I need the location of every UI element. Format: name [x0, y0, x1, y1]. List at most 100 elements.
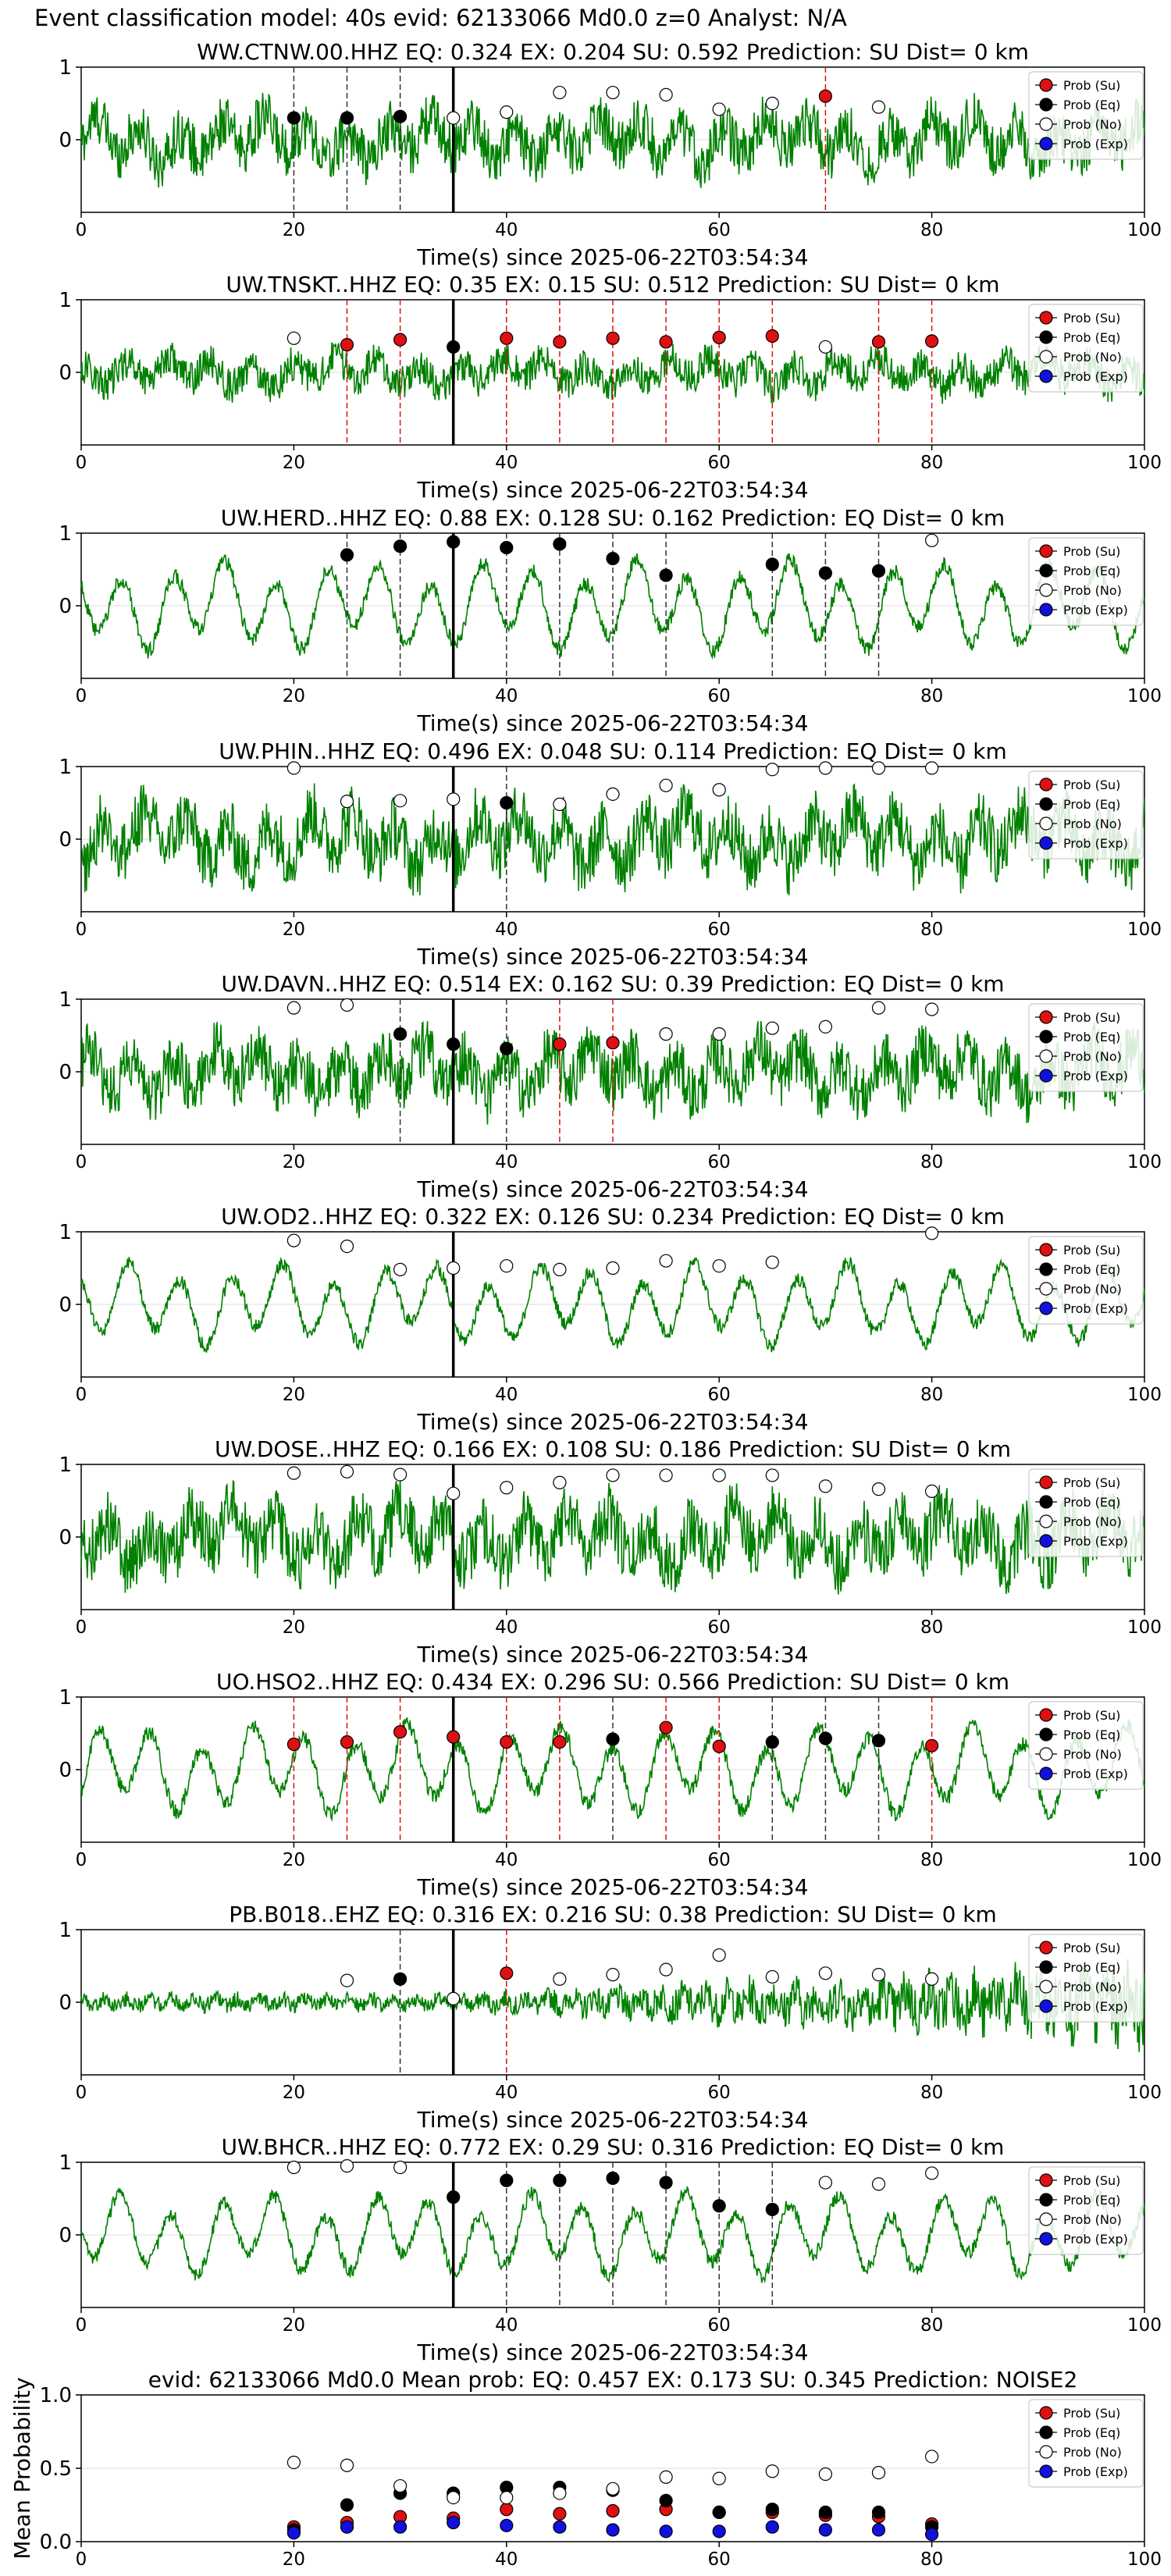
legend-label: Prob (Exp)	[1063, 2464, 1128, 2479]
panel-11-marker-su	[500, 2503, 514, 2517]
panel-4-xtick-label: 80	[920, 920, 943, 940]
panel-1-waveform	[80, 92, 1145, 188]
panel-4-prob-marker-no	[659, 778, 673, 792]
panel-7-xtick-label: 40	[495, 1617, 518, 1638]
panel-11-marker-no	[500, 2491, 514, 2505]
panel-3-title: UW.HERD..HHZ EQ: 0.88 EX: 0.128 SU: 0.16…	[221, 505, 1005, 531]
panel-9-xtick-label: 0	[76, 2083, 87, 2103]
panel-9-prob-marker-no	[447, 1991, 461, 2005]
panel-11-marker-eq	[340, 2498, 354, 2512]
panel-8-prob-marker-su	[447, 1730, 461, 1744]
legend-frame	[1028, 1934, 1144, 2023]
panel-11-xtick-label: 20	[283, 2549, 305, 2570]
panel-11-marker-no	[871, 2466, 886, 2480]
panel-5-prob-marker-no	[765, 1021, 779, 1035]
panel-11-marker-no	[765, 2464, 779, 2478]
panel-6-xtick-label: 0	[76, 1385, 87, 1405]
panel-7-prob-marker-no	[924, 1484, 939, 1499]
legend-label: Prob (No)	[1063, 117, 1122, 132]
panel-8-prob-marker-eq	[818, 1731, 833, 1745]
legend-label: Prob (No)	[1063, 350, 1122, 365]
legend-label: Prob (Exp)	[1063, 2232, 1128, 2247]
panel-5-prob-marker-no	[924, 1002, 939, 1016]
panel-6-xlabel: Time(s) since 2025-06-22T03:54:34	[416, 1409, 808, 1435]
panel-9-xtick-label: 20	[283, 2083, 305, 2103]
panel-5-prob-marker-eq	[393, 1027, 408, 1041]
panel-7-prob-marker-no	[393, 1468, 408, 1482]
panel-4: UW.PHIN..HHZ EQ: 0.496 EX: 0.048 SU: 0.1…	[59, 738, 1162, 970]
legend-label: Prob (Su)	[1063, 1243, 1120, 1258]
panel-5-prob-marker-no	[871, 1001, 886, 1015]
panel-11-marker-no	[553, 2486, 567, 2500]
panel-3-prob-marker-eq	[553, 537, 567, 551]
legend-frame	[1028, 304, 1144, 393]
panel-6-prob-marker-no	[553, 1262, 567, 1276]
panel-10-title: UW.BHCR..HHZ EQ: 0.772 EX: 0.29 SU: 0.31…	[222, 2134, 1005, 2160]
panel-8-ytick-label: 1	[59, 1686, 72, 1710]
panel-2-prob-marker-eq	[447, 340, 461, 354]
panel-2-prob-marker-su	[340, 338, 354, 352]
panel-11-marker-no	[606, 2482, 620, 2496]
panel-2: UW.TNSKT..HHZ EQ: 0.35 EX: 0.15 SU: 0.51…	[59, 272, 1162, 503]
legend-frame	[1028, 71, 1144, 160]
panel-9: PB.B018..EHZ EQ: 0.316 EX: 0.216 SU: 0.3…	[59, 1902, 1162, 2133]
panel-1-title: WW.CTNW.00.HHZ EQ: 0.324 EX: 0.204 SU: 0…	[197, 39, 1029, 65]
panel-4-prob-marker-no	[287, 761, 301, 775]
legend-marker	[1039, 137, 1053, 151]
panel-11-marker-exp	[287, 2526, 301, 2540]
legend-marker	[1039, 2212, 1053, 2226]
legend-label: Prob (Eq)	[1063, 564, 1120, 578]
panel-4-prob-marker-no	[924, 761, 939, 775]
panel-10-prob-marker-no	[818, 2176, 833, 2190]
panel-5-ytick-label: 1	[59, 988, 72, 1012]
panel-7-prob-marker-no	[606, 1468, 620, 1482]
panel-11-marker-exp	[712, 2524, 726, 2539]
panel-1-xtick-label: 40	[495, 220, 518, 240]
panel-8-xtick-label: 80	[920, 1850, 943, 1870]
panel-11-marker-exp	[393, 2520, 408, 2534]
panel-11-marker-exp	[871, 2523, 886, 2537]
legend-label: Prob (Eq)	[1063, 1495, 1120, 1510]
panel-9-prob-marker-no	[340, 1973, 354, 1987]
panel-8-prob-marker-su	[924, 1738, 939, 1752]
panel-5-xlabel: Time(s) since 2025-06-22T03:54:34	[416, 1176, 808, 1202]
panel-2-title: UW.TNSKT..HHZ EQ: 0.35 EX: 0.15 SU: 0.51…	[226, 272, 999, 297]
panel-4-prob-marker-no	[818, 761, 833, 775]
panel-8-prob-marker-su	[500, 1735, 514, 1749]
panel-9-xlabel: Time(s) since 2025-06-22T03:54:34	[416, 2107, 808, 2133]
legend-label: Prob (Exp)	[1063, 1301, 1128, 1316]
legend-label: Prob (Su)	[1063, 311, 1120, 326]
panel-3-xtick-label: 40	[495, 686, 518, 706]
legend-marker	[1039, 311, 1053, 325]
legend-marker	[1039, 2232, 1053, 2246]
panel-2-xtick-label: 0	[76, 453, 87, 473]
legend-marker	[1039, 1069, 1053, 1083]
panel-10-prob-marker-no	[393, 2160, 408, 2175]
legend-frame	[1028, 2399, 1144, 2488]
legend-label: Prob (Exp)	[1063, 1999, 1128, 2014]
panel-10-legend: Prob (Su) Prob (Eq) Prob (No) Prob (Exp)	[1028, 2166, 1144, 2255]
panel-4-prob-marker-no	[393, 794, 408, 808]
legend-marker	[1039, 797, 1053, 811]
panel-10-ytick-label: 0	[59, 2224, 72, 2247]
panel-3-legend: Prob (Su) Prob (Eq) Prob (No) Prob (Exp)	[1028, 537, 1144, 626]
panel-1-prob-marker-no	[606, 85, 620, 100]
panel-1-xtick-label: 80	[920, 220, 943, 240]
panel-2-prob-marker-su	[659, 335, 673, 349]
panel-9-prob-marker-no	[712, 1948, 726, 1962]
legend-marker	[1039, 544, 1053, 558]
panel-11-marker-no	[447, 2491, 461, 2505]
panel-4-xtick-label: 0	[76, 920, 87, 940]
panel-11-xtick-label: 0	[76, 2549, 87, 2570]
panel-1-legend: Prob (Su) Prob (Eq) Prob (No) Prob (Exp)	[1028, 71, 1144, 160]
legend-label: Prob (Exp)	[1063, 137, 1128, 151]
panel-4-xtick-label: 60	[708, 920, 731, 940]
panel-2-xtick-label: 20	[283, 453, 305, 473]
panel-1-xtick-label: 60	[708, 220, 731, 240]
panel-10-prob-marker-no	[287, 2160, 301, 2175]
panel-5-xtick-label: 60	[708, 1152, 731, 1172]
panel-10-ytick-label: 1	[59, 2151, 72, 2175]
legend-marker	[1039, 1010, 1053, 1024]
panel-4-prob-marker-no	[765, 763, 779, 777]
